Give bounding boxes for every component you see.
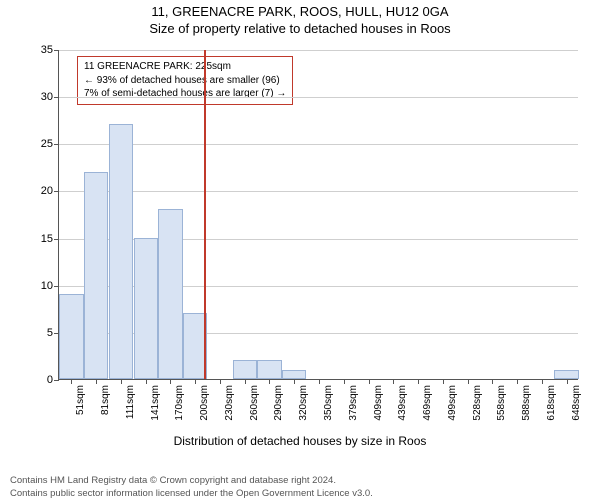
xtick-mark: [492, 379, 493, 384]
ytick-mark: [54, 144, 59, 145]
ytick-mark: [54, 191, 59, 192]
bar: [109, 124, 133, 379]
xtick-label: 290sqm: [273, 385, 284, 421]
xtick-mark: [468, 379, 469, 384]
xtick-label: 618sqm: [546, 385, 557, 421]
xtick-label: 469sqm: [422, 385, 433, 421]
xtick-mark: [96, 379, 97, 384]
xtick-label: 648sqm: [571, 385, 582, 421]
ytick-mark: [54, 239, 59, 240]
page-subtitle: Size of property relative to detached ho…: [0, 21, 600, 36]
plot-area: 11 GREENACRE PARK: 225sqm ← 93% of detac…: [58, 50, 578, 380]
ytick-mark: [54, 97, 59, 98]
xtick-label: 499sqm: [447, 385, 458, 421]
xtick-mark: [443, 379, 444, 384]
bar: [257, 360, 281, 379]
xtick-label: 111sqm: [125, 385, 136, 419]
xtick-mark: [393, 379, 394, 384]
footer: Contains HM Land Registry data © Crown c…: [10, 475, 373, 500]
xtick-mark: [542, 379, 543, 384]
xtick-mark: [170, 379, 171, 384]
bar: [84, 172, 108, 379]
ytick-label: 20: [41, 185, 53, 197]
xtick-mark: [121, 379, 122, 384]
bar: [233, 360, 257, 379]
chart-container: Number of detached properties 11 GREENAC…: [0, 44, 600, 454]
ytick-label: 10: [41, 280, 53, 292]
ytick-mark: [54, 286, 59, 287]
footer-line1: Contains HM Land Registry data © Crown c…: [10, 475, 373, 487]
xtick-mark: [418, 379, 419, 384]
bar: [282, 370, 306, 379]
annot-line2: ← 93% of detached houses are smaller (96…: [84, 74, 286, 88]
gridline: [59, 191, 578, 192]
page-title: 11, GREENACRE PARK, ROOS, HULL, HU12 0GA: [0, 4, 600, 19]
ytick-label: 5: [47, 327, 53, 339]
xtick-label: 379sqm: [348, 385, 359, 421]
xtick-label: 409sqm: [373, 385, 384, 421]
xtick-mark: [344, 379, 345, 384]
ytick-label: 15: [41, 233, 53, 245]
xtick-label: 528sqm: [472, 385, 483, 421]
gridline: [59, 97, 578, 98]
bar: [134, 238, 158, 379]
xtick-mark: [195, 379, 196, 384]
xtick-mark: [517, 379, 518, 384]
xtick-label: 320sqm: [298, 385, 309, 421]
annot-line3: 7% of semi-detached houses are larger (7…: [84, 87, 286, 101]
xtick-mark: [369, 379, 370, 384]
xtick-label: 439sqm: [397, 385, 408, 421]
gridline: [59, 50, 578, 51]
bar: [158, 209, 182, 379]
xtick-mark: [319, 379, 320, 384]
bar: [554, 370, 578, 379]
xtick-label: 558sqm: [496, 385, 507, 421]
ytick-mark: [54, 50, 59, 51]
xtick-label: 141sqm: [150, 385, 161, 421]
ytick-label: 35: [41, 44, 53, 56]
ytick-label: 25: [41, 138, 53, 150]
xtick-mark: [294, 379, 295, 384]
footer-line2: Contains public sector information licen…: [10, 488, 373, 500]
ytick-label: 30: [41, 91, 53, 103]
xtick-mark: [245, 379, 246, 384]
xtick-mark: [567, 379, 568, 384]
bar: [59, 294, 83, 379]
gridline: [59, 144, 578, 145]
xtick-mark: [269, 379, 270, 384]
reference-line: [204, 50, 206, 379]
xtick-label: 230sqm: [224, 385, 235, 421]
xtick-label: 260sqm: [249, 385, 260, 421]
annot-line1: 11 GREENACRE PARK: 225sqm: [84, 60, 286, 74]
xtick-label: 51sqm: [75, 385, 86, 415]
xtick-mark: [71, 379, 72, 384]
x-axis-label: Distribution of detached houses by size …: [0, 434, 600, 448]
ytick-mark: [54, 380, 59, 381]
xtick-label: 200sqm: [199, 385, 210, 421]
xtick-label: 350sqm: [323, 385, 334, 421]
xtick-mark: [146, 379, 147, 384]
xtick-label: 81sqm: [100, 385, 111, 415]
xtick-label: 588sqm: [521, 385, 532, 421]
xtick-mark: [220, 379, 221, 384]
ytick-label: 0: [47, 374, 53, 386]
xtick-label: 170sqm: [174, 385, 185, 421]
